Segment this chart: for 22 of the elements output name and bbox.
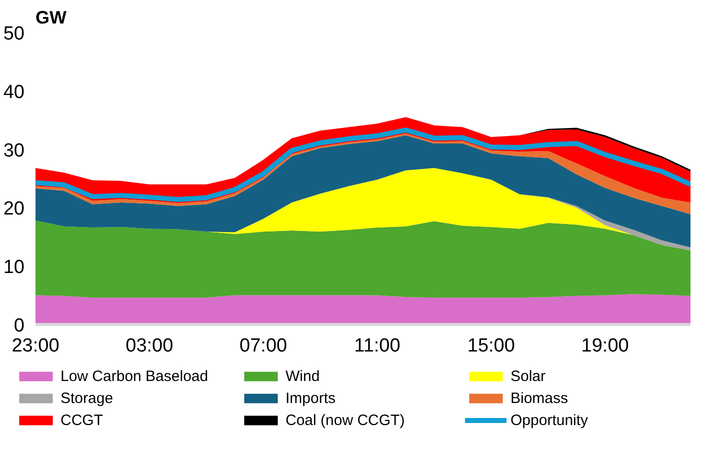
y-tick-label: 50 [3,24,25,44]
y-axis-title: GW [36,8,66,28]
legend-label: CCGT [60,411,104,429]
legend-label: Solar [510,367,547,385]
legend-label: Imports [286,389,337,407]
x-tick-label: 23:00 [12,336,60,356]
y-tick-label: 30 [3,140,25,162]
legend-label: Low Carbon Baseload [60,367,210,385]
y-tick-label: 40 [3,82,25,103]
y-tick-label: 20 [3,198,25,220]
x-tick-label: 19:00 [581,336,629,356]
y-tick-label: 10 [3,257,25,278]
x-tick-label: 15:00 [467,336,515,356]
y-tick-label: 0 [14,316,25,336]
legend-label: Storage [60,389,114,407]
x-tick-label: 11:00 [354,336,400,356]
x-tick-label: 07:00 [240,336,288,356]
x-tick-label: 03:00 [126,336,174,356]
legend-label: Wind [286,367,321,385]
legend-label: Coal (now CCGT) [286,411,406,429]
legend-label: Opportunity [510,411,590,429]
legend-label: Biomass [510,389,570,407]
